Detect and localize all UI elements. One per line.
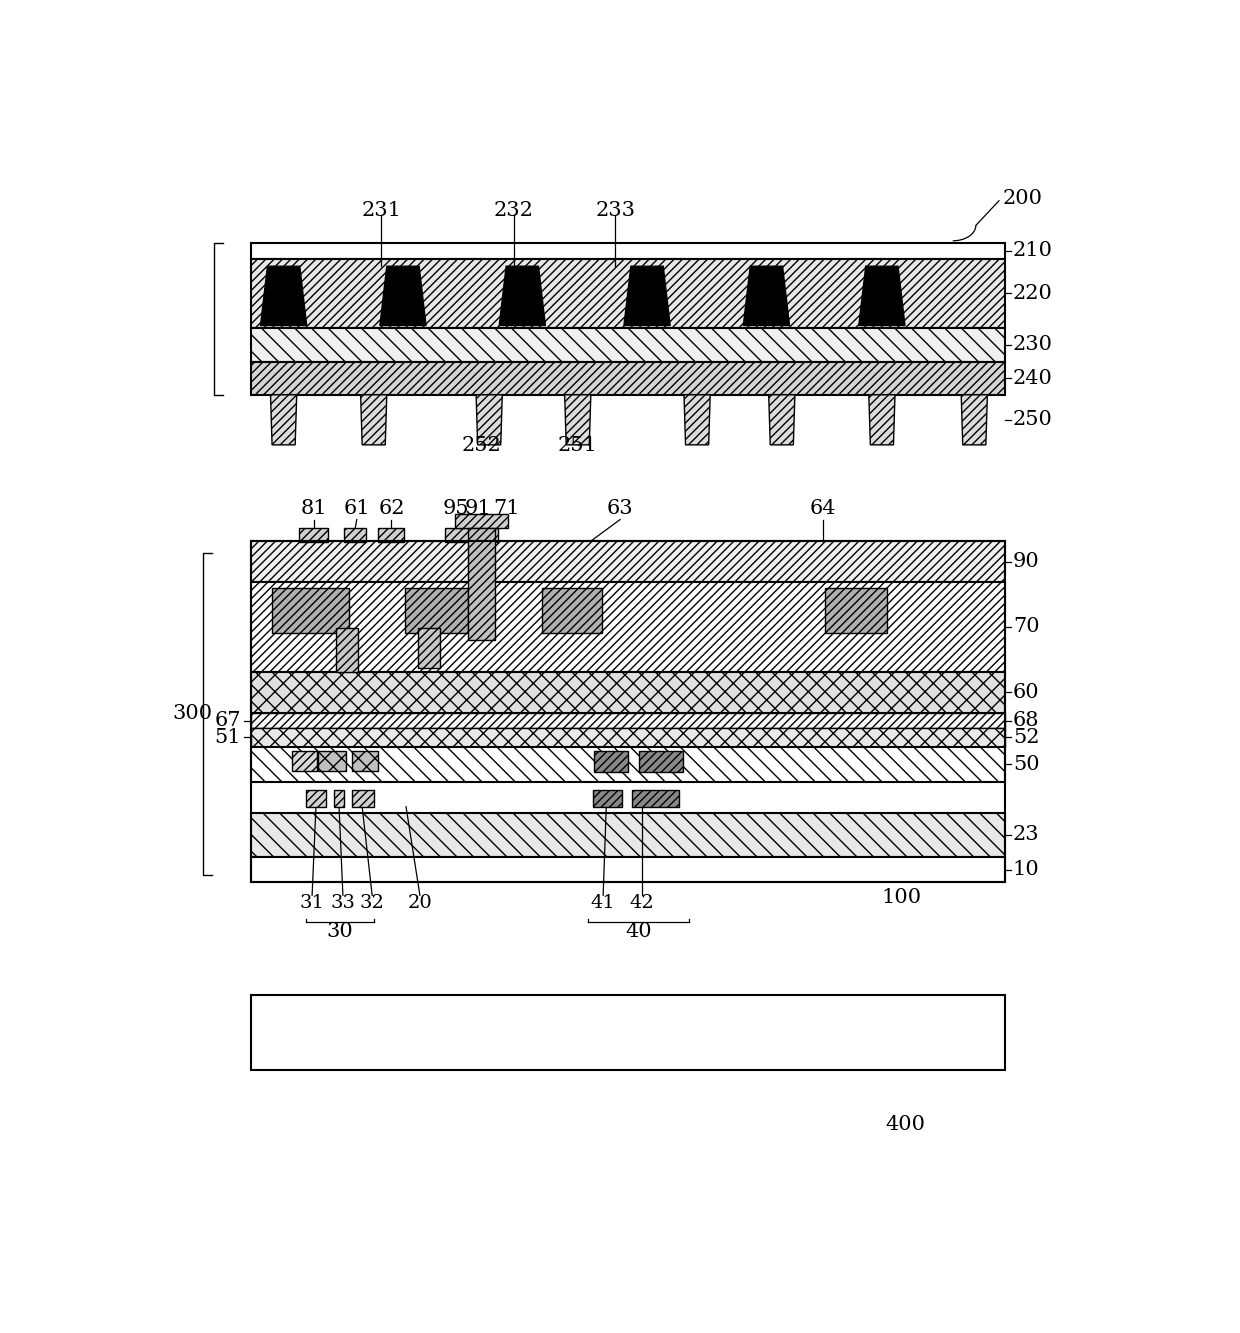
Bar bbox=[250, 361, 1006, 395]
Polygon shape bbox=[961, 395, 987, 445]
Bar bbox=[418, 628, 440, 668]
Text: 23: 23 bbox=[1013, 825, 1039, 844]
Text: 20: 20 bbox=[408, 894, 433, 912]
Bar bbox=[250, 328, 1006, 361]
Bar bbox=[250, 996, 1006, 1070]
Text: 250: 250 bbox=[1013, 411, 1053, 429]
Polygon shape bbox=[743, 267, 790, 325]
Bar bbox=[293, 750, 316, 770]
Text: 200: 200 bbox=[1003, 189, 1043, 208]
Text: 42: 42 bbox=[629, 894, 653, 912]
Bar bbox=[639, 750, 683, 772]
Bar bbox=[352, 790, 373, 806]
Bar bbox=[336, 628, 357, 672]
Bar bbox=[250, 857, 1006, 882]
Text: 61: 61 bbox=[343, 500, 370, 519]
Text: 63: 63 bbox=[606, 500, 634, 519]
Bar bbox=[250, 243, 1006, 259]
Polygon shape bbox=[564, 395, 590, 445]
Bar bbox=[542, 588, 601, 633]
Text: 400: 400 bbox=[885, 1114, 926, 1133]
Bar bbox=[299, 528, 329, 543]
Polygon shape bbox=[379, 267, 427, 325]
Text: 52: 52 bbox=[1013, 728, 1039, 746]
Polygon shape bbox=[260, 267, 306, 325]
Text: 300: 300 bbox=[172, 704, 213, 722]
Text: 32: 32 bbox=[360, 894, 384, 912]
Polygon shape bbox=[270, 395, 296, 445]
Bar bbox=[445, 528, 497, 543]
Text: 240: 240 bbox=[1013, 369, 1053, 388]
Text: 91: 91 bbox=[465, 500, 492, 519]
Text: 70: 70 bbox=[1013, 617, 1039, 636]
Polygon shape bbox=[684, 395, 711, 445]
Text: 33: 33 bbox=[330, 894, 356, 912]
Polygon shape bbox=[869, 395, 895, 445]
Text: 40: 40 bbox=[625, 922, 652, 941]
Bar bbox=[404, 588, 467, 633]
Bar bbox=[306, 790, 326, 806]
Text: 60: 60 bbox=[1013, 682, 1039, 702]
Bar bbox=[825, 588, 887, 633]
Text: 41: 41 bbox=[590, 894, 615, 912]
Text: 232: 232 bbox=[494, 200, 533, 220]
Bar bbox=[250, 713, 1006, 728]
Text: 252: 252 bbox=[461, 436, 501, 455]
Text: 210: 210 bbox=[1013, 241, 1053, 260]
Text: 100: 100 bbox=[882, 888, 923, 908]
Bar bbox=[319, 750, 346, 770]
Text: 230: 230 bbox=[1013, 336, 1053, 355]
Text: 220: 220 bbox=[1013, 284, 1053, 303]
Bar bbox=[250, 813, 1006, 857]
Bar bbox=[250, 259, 1006, 328]
Text: 233: 233 bbox=[595, 200, 635, 220]
Bar bbox=[250, 541, 1006, 882]
Polygon shape bbox=[859, 267, 905, 325]
Text: 62: 62 bbox=[378, 500, 404, 519]
Bar bbox=[594, 750, 627, 772]
Bar bbox=[593, 790, 622, 806]
Bar bbox=[334, 790, 345, 806]
Polygon shape bbox=[624, 267, 670, 325]
Text: 50: 50 bbox=[1013, 754, 1039, 774]
Bar bbox=[455, 515, 508, 528]
Text: 71: 71 bbox=[492, 500, 520, 519]
Bar bbox=[352, 750, 378, 770]
Text: 51: 51 bbox=[215, 728, 242, 746]
Bar bbox=[469, 528, 495, 640]
Polygon shape bbox=[500, 267, 546, 325]
Bar bbox=[250, 541, 1006, 583]
Bar bbox=[377, 528, 404, 543]
Text: 31: 31 bbox=[300, 894, 325, 912]
Bar bbox=[250, 746, 1006, 782]
Text: 81: 81 bbox=[300, 500, 327, 519]
Bar bbox=[250, 583, 1006, 672]
Bar bbox=[345, 528, 366, 543]
Bar bbox=[632, 790, 678, 806]
Text: 64: 64 bbox=[810, 500, 836, 519]
Text: 90: 90 bbox=[1013, 552, 1039, 571]
Text: 231: 231 bbox=[361, 200, 402, 220]
Text: 67: 67 bbox=[215, 710, 242, 730]
Polygon shape bbox=[476, 395, 502, 445]
Polygon shape bbox=[769, 395, 795, 445]
Bar bbox=[250, 728, 1006, 746]
Bar bbox=[272, 588, 350, 633]
Text: 251: 251 bbox=[558, 436, 598, 455]
Polygon shape bbox=[361, 395, 387, 445]
Text: 95: 95 bbox=[443, 500, 470, 519]
Text: 30: 30 bbox=[326, 922, 353, 941]
Bar bbox=[250, 672, 1006, 713]
Text: 10: 10 bbox=[1013, 860, 1039, 878]
Text: 68: 68 bbox=[1013, 710, 1039, 730]
